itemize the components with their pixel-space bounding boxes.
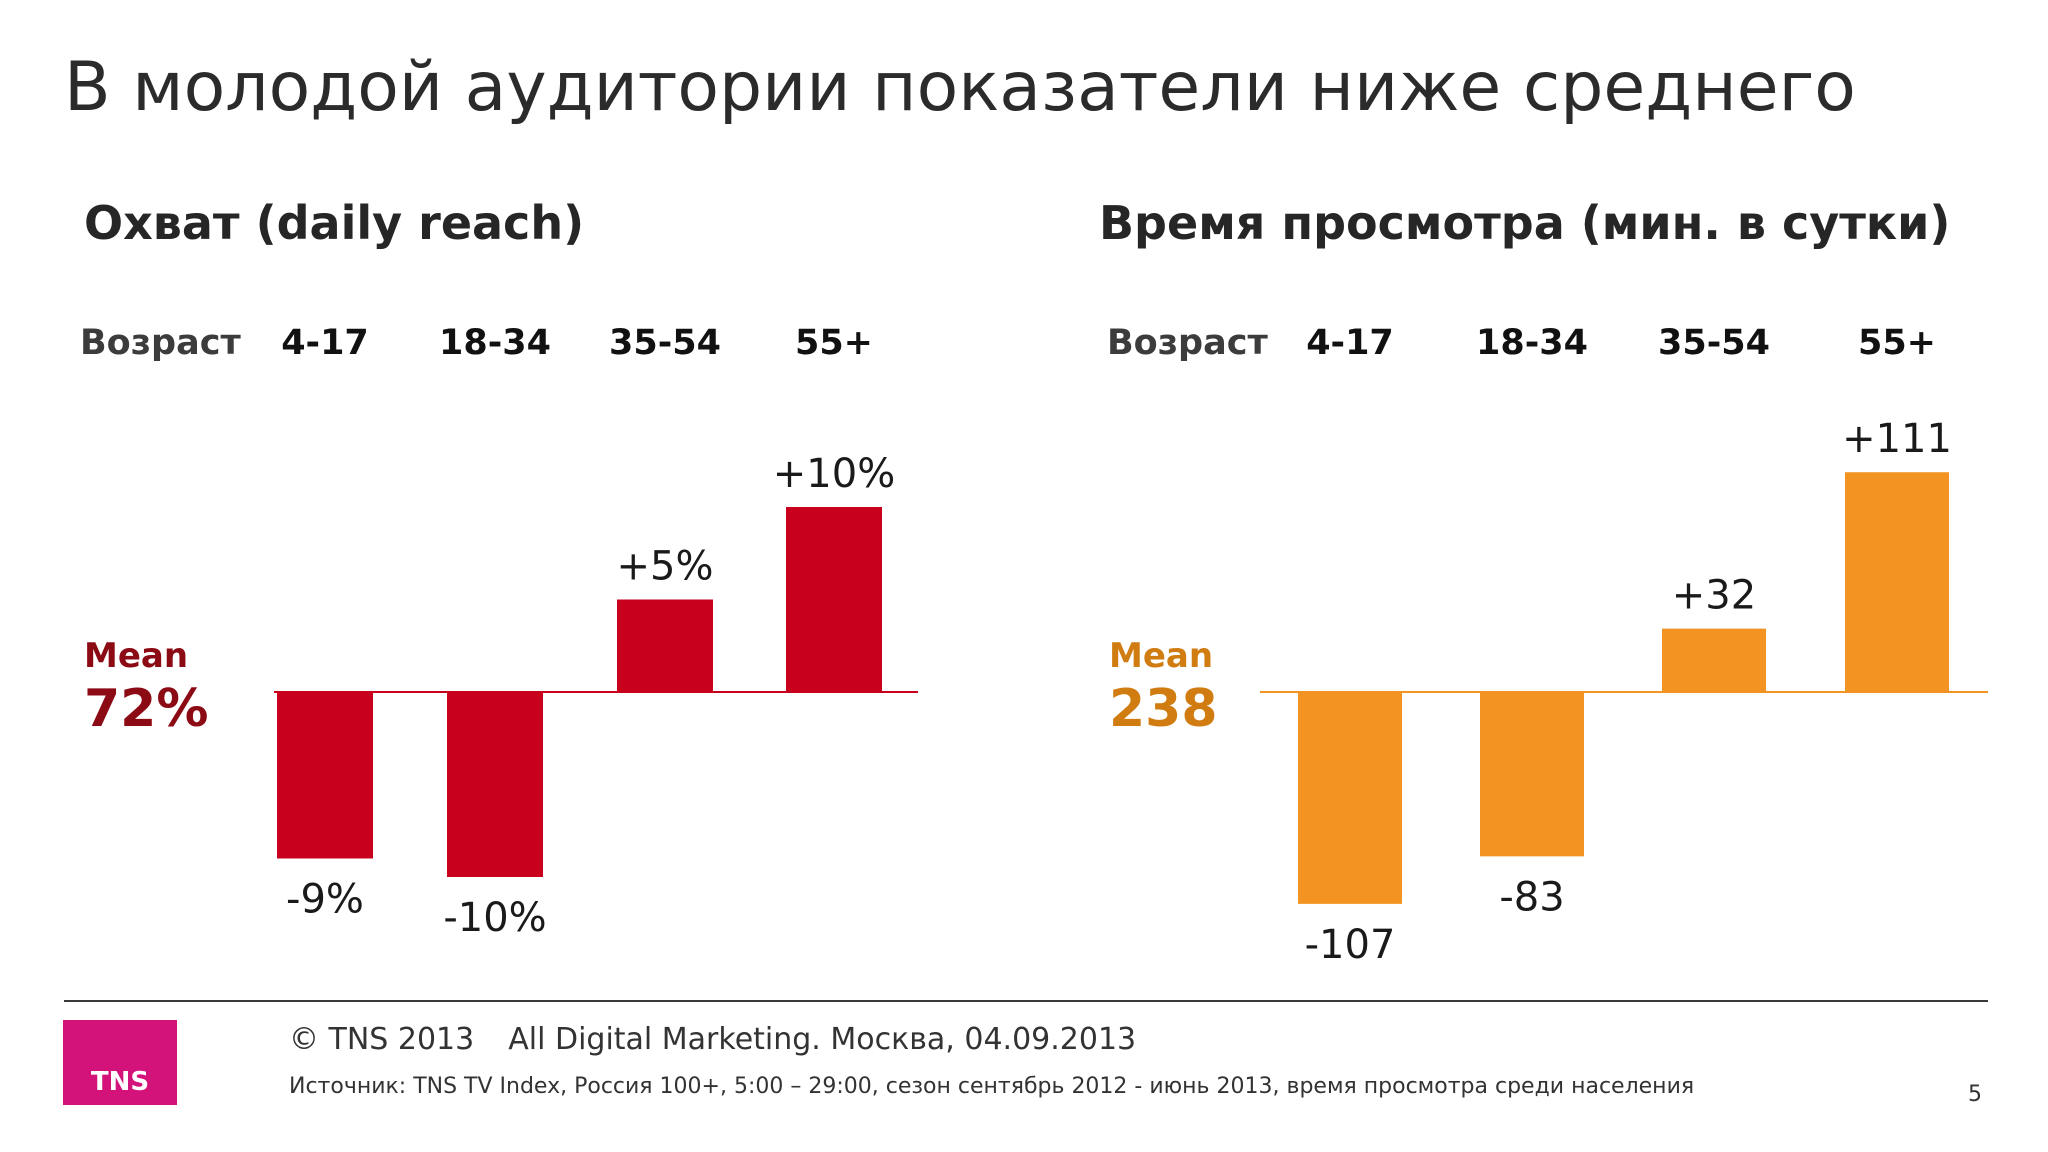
- viewing-time-mean-label: Mean: [1109, 636, 1213, 676]
- viewing-time-category-label: 35-54: [1658, 323, 1770, 363]
- reach-mean-value: 72%: [84, 679, 208, 739]
- viewing-time-category-label: 55+: [1858, 323, 1936, 363]
- tns-logo: TNS: [63, 1020, 177, 1105]
- viewing-time-value-label: -107: [1305, 922, 1396, 968]
- reach-category-label: 18-34: [439, 323, 551, 363]
- reach-mean-label: Mean: [84, 636, 188, 676]
- viewing-time-bar: [1845, 472, 1949, 692]
- footer-line: © TNS 2013 All Digital Marketing. Москва,…: [289, 1022, 1136, 1057]
- bar-charts: Возраст 4-17 18-34 35-54 55+ -9% -10% +5% +10% Me…: [80, 323, 1988, 968]
- reach-bar: [617, 599, 713, 692]
- copyright-text: © TNS 2013: [289, 1022, 475, 1057]
- reach-age-header: Возраст: [80, 323, 241, 363]
- viewing-time-category-label: 18-34: [1476, 323, 1588, 363]
- reach-category-label: 55+: [795, 323, 873, 363]
- source-note: Источник: TNS TV Index, Россия 100+, 5:0…: [289, 1074, 1695, 1099]
- reach-chart-title: Охват (daily reach): [84, 196, 585, 250]
- footer-divider: [64, 1000, 1988, 1002]
- reach-category-label: 35-54: [609, 323, 721, 363]
- reach-bar: [786, 507, 882, 692]
- reach-bar: [447, 692, 543, 877]
- viewing-time-chart-title: Время просмотра (мин. в сутки): [1099, 196, 1951, 250]
- viewing-time-bar: [1662, 628, 1766, 692]
- reach-value-label: +10%: [773, 451, 895, 497]
- viewing-time-value-label: -83: [1499, 874, 1564, 920]
- logo-text: TNS: [90, 1067, 150, 1097]
- viewing-time-mean-value: 238: [1109, 679, 1218, 739]
- slide-title: В молодой аудитории показатели ниже сред…: [64, 48, 1856, 127]
- viewing-time-bar: [1480, 692, 1584, 857]
- reach-category-label: 4-17: [281, 323, 369, 363]
- viewing-time-value-label: +111: [1842, 416, 1952, 462]
- event-text: All Digital Marketing. Москва, 04.09.201…: [508, 1022, 1137, 1057]
- viewing-time-category-label: 4-17: [1306, 323, 1394, 363]
- page-number: 5: [1968, 1082, 1982, 1107]
- reach-value-label: +5%: [617, 544, 714, 590]
- viewing-time-value-label: +32: [1672, 573, 1756, 619]
- reach-bar: [277, 692, 373, 859]
- viewing-time-bar: [1298, 692, 1402, 904]
- viewing-time-age-header: Возраст: [1107, 323, 1268, 363]
- reach-value-label: -9%: [286, 877, 364, 923]
- reach-value-label: -10%: [443, 895, 546, 941]
